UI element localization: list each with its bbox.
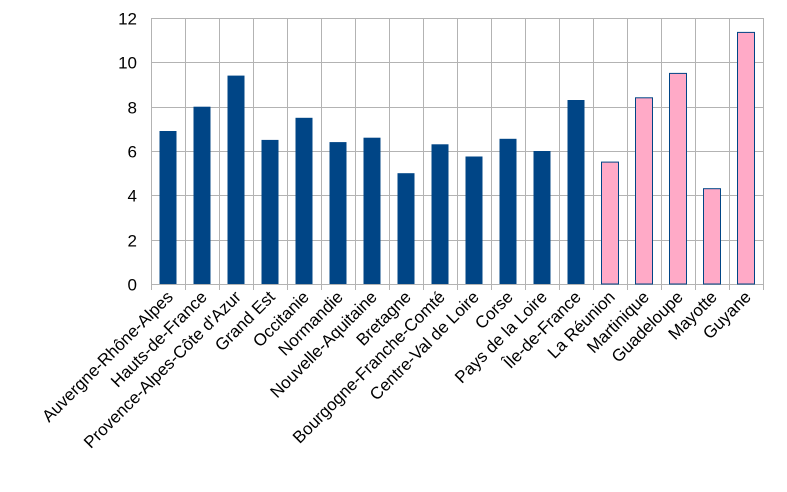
x-axis-category-labels: Auvergne-Rhône-AlpesHauts-de-FranceProve…	[38, 287, 754, 452]
y-tick-label: 12	[118, 10, 137, 29]
bar-16	[703, 188, 721, 285]
bar-2	[227, 75, 245, 284]
bar-6	[363, 137, 381, 284]
bar-12	[567, 100, 585, 284]
gridlines	[151, 18, 764, 290]
bar-15	[669, 72, 687, 285]
bar-10	[499, 138, 517, 284]
bars	[159, 31, 755, 285]
bar-5	[329, 142, 347, 284]
bar-11	[533, 151, 551, 284]
bar-7	[397, 173, 415, 284]
bar-0	[159, 131, 177, 284]
y-tick-label: 2	[128, 232, 137, 251]
bar-8	[431, 144, 449, 284]
bar-1	[193, 106, 211, 284]
y-axis-tick-labels: 0 2 4 6 8 10 12	[118, 10, 137, 295]
y-tick-label: 6	[128, 143, 137, 162]
bar-14	[635, 97, 653, 285]
y-tick-label: 10	[118, 54, 137, 73]
y-tick-label: 8	[128, 99, 137, 118]
y-tick-label: 0	[128, 276, 137, 295]
bar-13	[601, 161, 619, 285]
bar-9	[465, 156, 483, 284]
bar-3	[261, 139, 279, 284]
x-category-label: Auvergne-Rhône-Alpes	[38, 287, 176, 425]
bar-4	[295, 117, 313, 285]
bar-17	[737, 31, 755, 285]
y-tick-label: 4	[128, 187, 137, 206]
